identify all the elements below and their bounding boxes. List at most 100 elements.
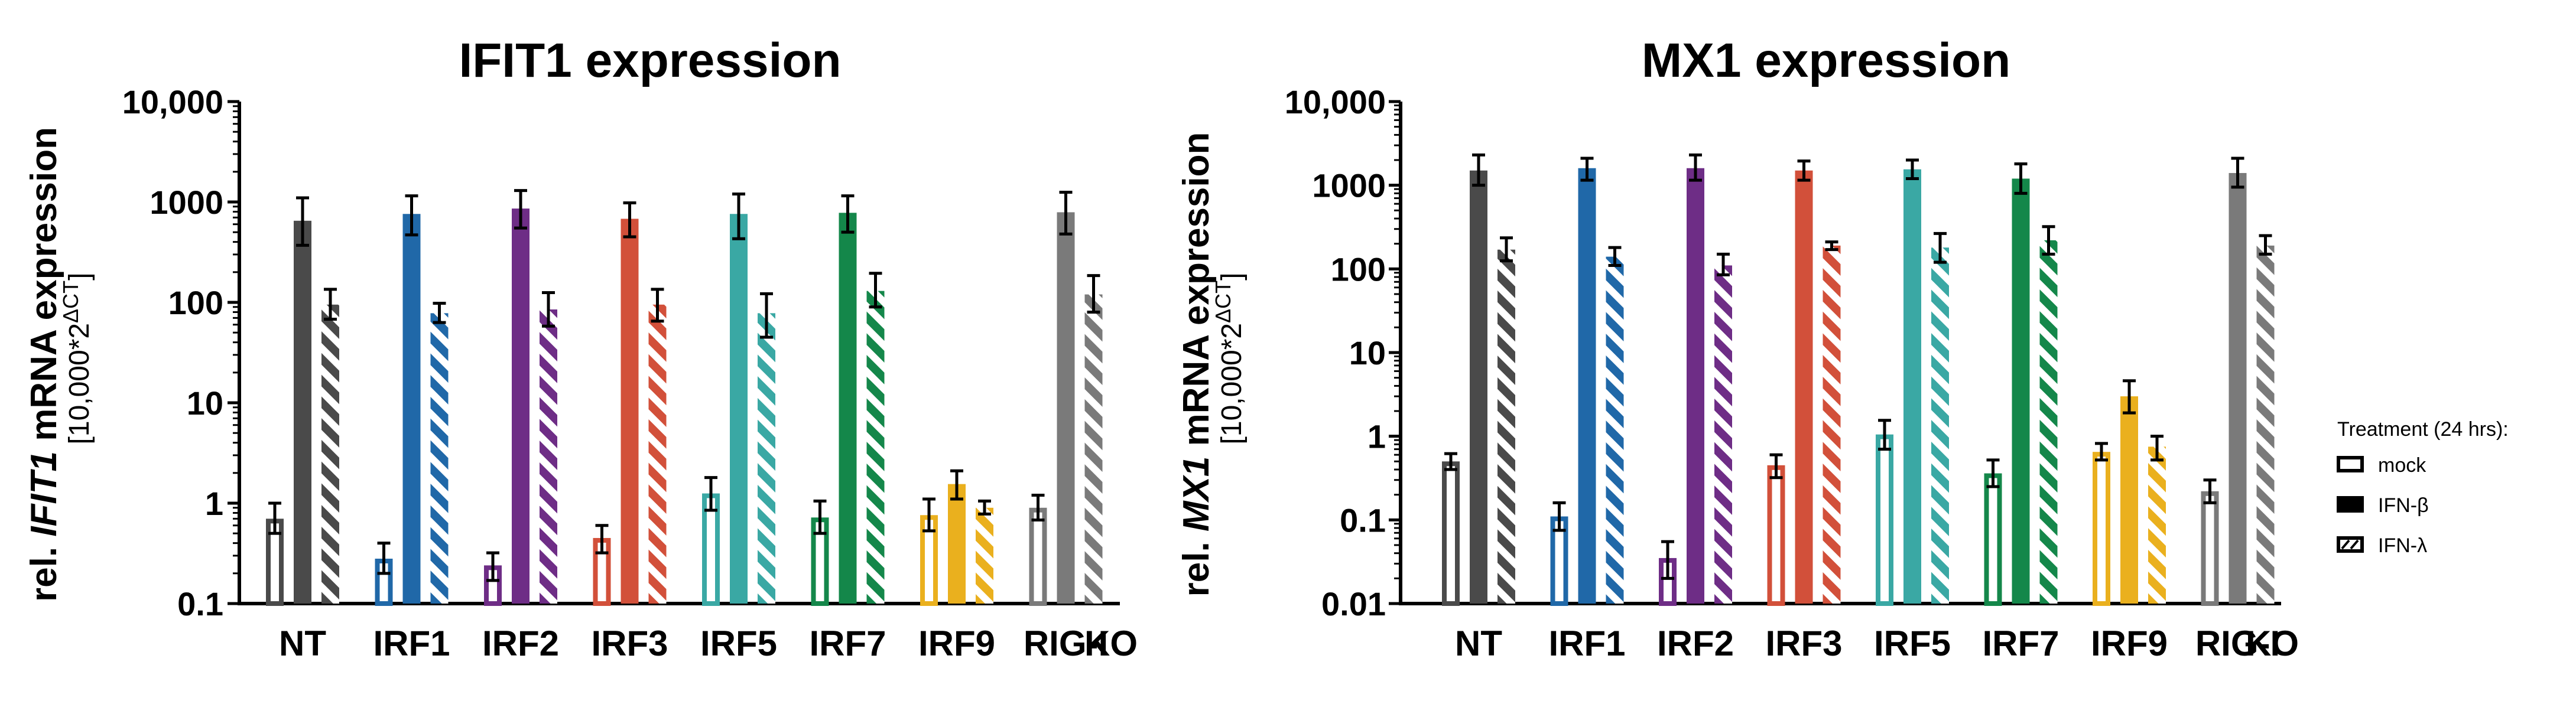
legend-swatch-ifn-beta: [2337, 496, 2364, 513]
bar-irf9-mock: [2093, 452, 2110, 606]
bar-irf3-mock: [1767, 465, 1785, 607]
bar-nt-mock: [1442, 461, 1460, 606]
y-tick-label: 0.1: [1340, 501, 1386, 539]
x-category-label: IRF7: [1982, 624, 2059, 663]
y-tick-label: 10: [187, 384, 223, 422]
x-category-label: IRF5: [1874, 624, 1951, 663]
x-category-label: IRF9: [2091, 624, 2168, 663]
chart-panel-2: MX1 expression rel. MX1 mRNA expression [1…: [1176, 34, 2299, 663]
bar-irf1-ifn-beta: [1578, 168, 1596, 604]
x-category-label: IRF2: [482, 624, 559, 663]
x-category-label: IRF5: [700, 624, 777, 663]
y-axis-label-suffix: mRNA expression: [24, 127, 64, 451]
x-category-label: IRF9: [918, 624, 995, 663]
bar-irf5-ifn-beta: [1903, 169, 1921, 604]
x-axis-suffix: KO: [2246, 624, 2299, 663]
y-axis-label-prefix: rel.: [24, 537, 64, 602]
bar-irf1-ifn-lambda: [430, 313, 449, 604]
y-tick-label: 10,000: [1285, 83, 1386, 120]
bar-nt-ifn-lambda: [1497, 249, 1515, 604]
legend-item-label: mock: [2378, 454, 2426, 477]
bar-irf2-ifn-beta: [1687, 168, 1704, 604]
y-axis-label-units: [10,000*2ΔCT]: [59, 273, 95, 445]
legend-item-label: IFN-β: [2378, 494, 2429, 517]
bar-irf3-ifn-lambda: [648, 304, 667, 604]
legend-hatch-line: [2350, 539, 2359, 550]
bar-irf7-ifn-beta: [839, 213, 857, 604]
bar-irf5-ifn-lambda: [1931, 247, 1949, 604]
y-tick-label: 10,000: [122, 83, 223, 120]
y-axis-units-text: [10,000*2: [1216, 323, 1248, 445]
y-tick-label: 0.1: [177, 585, 223, 622]
bar-rig-i-mock: [2201, 491, 2219, 606]
bar-irf7-ifn-beta: [2012, 178, 2030, 604]
bar-irf9-ifn-beta: [948, 484, 966, 604]
y-axis-label-gene: MX1: [1176, 457, 1217, 532]
x-category-label: IRF1: [373, 624, 450, 663]
x-category-label: NT: [1455, 624, 1502, 663]
y-tick-label: 1000: [150, 184, 223, 221]
y-axis-label-suffix: mRNA expression: [1176, 132, 1217, 457]
x-category-label: IRF7: [809, 624, 886, 663]
y-tick-label: 10: [1349, 334, 1386, 371]
bar-rig-i-ifn-beta: [1057, 212, 1075, 604]
bar-rig-i-ifn-beta: [2229, 172, 2247, 604]
bar-rig-i-ifn-lambda: [1084, 294, 1103, 604]
x-axis-suffix: KO: [1084, 624, 1138, 663]
bar-irf5-ifn-lambda: [758, 313, 775, 604]
y-axis-label-units: [10,000*2ΔCT]: [1211, 273, 1248, 445]
bar-irf2-ifn-beta: [512, 208, 530, 604]
legend-hatch-line: [2341, 539, 2350, 550]
legend: Treatment (24 hrs): mock IFN-β IFN-λ: [2337, 418, 2509, 557]
y-tick-label: 100: [168, 284, 223, 321]
legend-title: Treatment (24 hrs):: [2337, 418, 2509, 441]
bar-rig-i-mock: [1029, 507, 1047, 606]
y-axis-label-gene: IFIT1: [24, 451, 64, 537]
chart-panel-1: IFIT1 expression rel. IFIT1 mRNA expressi…: [24, 34, 1138, 663]
y-axis-units-superscript: ΔCT: [59, 281, 83, 323]
bar-irf5-mock: [1876, 434, 1893, 606]
y-axis-label: rel. IFIT1 mRNA expression: [24, 127, 64, 602]
bar-irf7-mock: [1984, 473, 2002, 606]
bar-irf3-ifn-lambda: [1823, 245, 1841, 604]
y-tick-label: 0.01: [1321, 585, 1386, 622]
bar-irf2-ifn-lambda: [540, 309, 557, 604]
y-tick-label: 1: [205, 485, 223, 522]
y-tick-label: 1: [1367, 418, 1386, 455]
bar-irf1-ifn-beta: [402, 214, 421, 604]
bar-irf3-ifn-beta: [1795, 170, 1813, 604]
bar-irf1-ifn-lambda: [1606, 256, 1624, 604]
chart-title: IFIT1 expression: [459, 34, 841, 87]
x-category-label: IRF3: [1765, 624, 1842, 663]
x-category-label: NT: [279, 624, 326, 663]
x-category-label: IRF3: [591, 624, 668, 663]
y-axis-label: rel. MX1 mRNA expression: [1176, 132, 1217, 597]
x-category-label: IRF2: [1657, 624, 1734, 663]
bar-irf5-mock: [702, 493, 720, 606]
chart-title: MX1 expression: [1642, 34, 2010, 87]
y-axis-units-text: [10,000*2: [64, 323, 95, 445]
x-category-label: RIG-I: [2195, 624, 2280, 663]
y-axis-units-close: ]: [1216, 273, 1248, 281]
bar-irf7-ifn-lambda: [866, 291, 885, 604]
y-axis-label-prefix: rel.: [1176, 532, 1217, 596]
bar-irf5-ifn-beta: [730, 214, 748, 604]
bar-nt-ifn-beta: [1470, 170, 1487, 604]
bar-irf7-ifn-lambda: [2039, 240, 2058, 604]
bar-nt-ifn-beta: [294, 220, 311, 604]
y-tick-label: 1000: [1312, 167, 1386, 204]
x-category-label: IRF1: [1548, 624, 1625, 663]
bar-irf9-ifn-lambda: [2148, 446, 2166, 604]
y-tick-label: 100: [1331, 250, 1386, 288]
y-axis-units-close: ]: [64, 273, 95, 281]
bar-irf2-ifn-lambda: [1714, 265, 1732, 604]
x-category-label: RIG-I: [1024, 624, 1108, 663]
bar-nt-ifn-lambda: [321, 304, 339, 604]
bar-irf9-ifn-beta: [2120, 396, 2138, 604]
bar-rig-i-ifn-lambda: [2256, 245, 2275, 604]
bar-irf3-ifn-beta: [621, 219, 639, 604]
y-axis-units-superscript: ΔCT: [1211, 281, 1235, 323]
legend-swatch-ifn-lambda: [2337, 536, 2364, 553]
legend-swatch-mock: [2337, 456, 2364, 472]
